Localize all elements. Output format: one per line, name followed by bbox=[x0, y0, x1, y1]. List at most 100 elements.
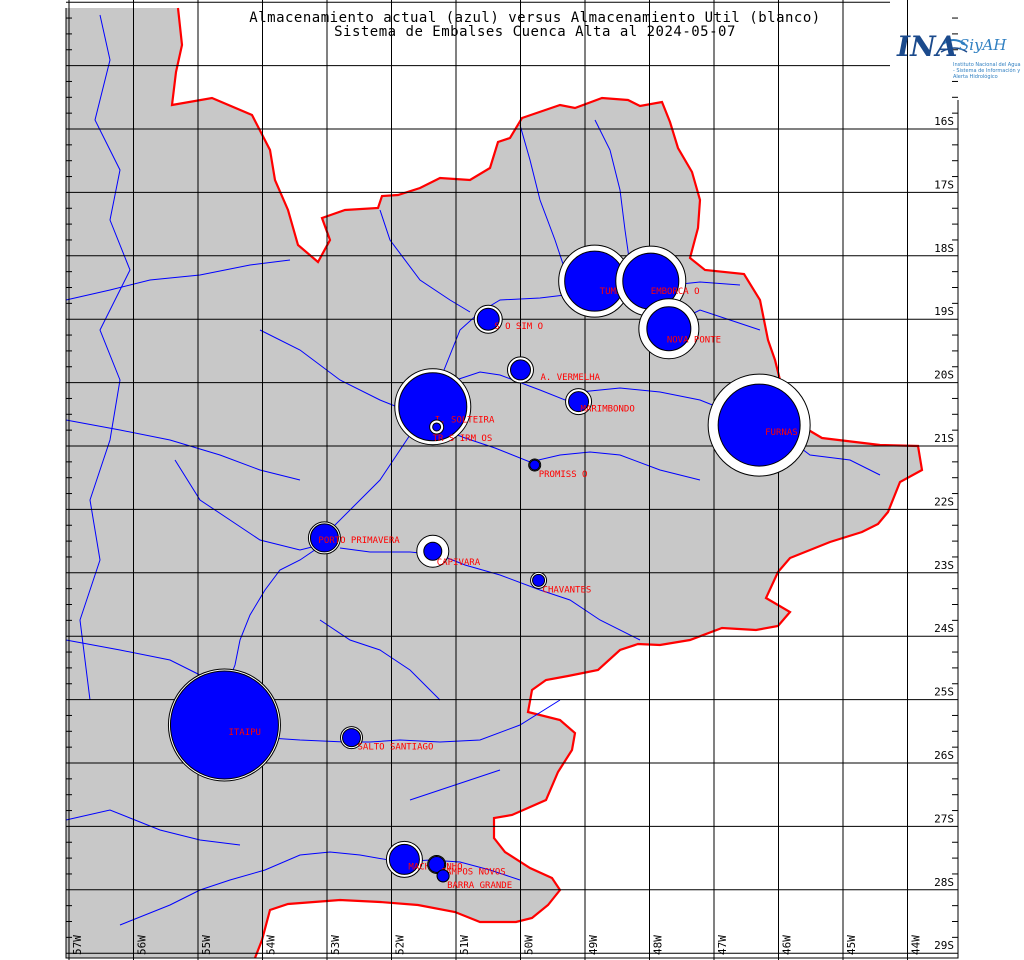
reservoir-marker[interactable]: CHAVANTES bbox=[530, 571, 592, 595]
reservoir-label: PROMISS O bbox=[539, 470, 588, 480]
reservoir-label: NOVA PONTE bbox=[667, 336, 721, 346]
reservoir-label: FURNAS bbox=[765, 428, 798, 438]
longitude-label: 49W bbox=[587, 935, 600, 955]
logo-siyah-text: SiyAH bbox=[959, 36, 1007, 54]
longitude-label: 46W bbox=[781, 935, 794, 955]
reservoir-label: SALTO SANTIAGO bbox=[358, 743, 434, 753]
reservoir-marker[interactable]: CAPIVARA bbox=[416, 534, 481, 568]
longitude-label: 53W bbox=[329, 935, 342, 955]
map-title-line2: Sistema de Embalses Cuenca Alta al 2024-… bbox=[334, 24, 736, 40]
coordinate-grid bbox=[65, 0, 959, 960]
latitude-label: 23S bbox=[934, 559, 954, 572]
reservoir-marker[interactable]: CAMPOS NOVOS bbox=[427, 854, 506, 877]
reservoir-label: S O SIM O bbox=[494, 322, 543, 332]
current-storage-circle bbox=[436, 869, 450, 883]
longitude-label: 57W bbox=[71, 935, 84, 955]
river-paraguai bbox=[79, 14, 131, 701]
current-storage-circle bbox=[646, 306, 692, 352]
longitude-label: 47W bbox=[716, 935, 729, 955]
reservoir-label: MARIMBONDO bbox=[581, 405, 635, 415]
longitude-label: 51W bbox=[458, 935, 471, 955]
current-storage-circle bbox=[529, 459, 541, 471]
land-area bbox=[66, 8, 922, 958]
current-storage-circle bbox=[532, 573, 546, 587]
river-parana bbox=[217, 419, 421, 721]
river-tiete bbox=[439, 427, 701, 481]
latitude-label: 16S bbox=[934, 115, 954, 128]
logo-subtitle: Instituto Nacional del Agua - Sistema de… bbox=[953, 62, 1021, 80]
river-west-2 bbox=[65, 419, 301, 481]
reservoir-marker[interactable]: TR S IRM OS bbox=[429, 419, 493, 444]
map-frame bbox=[65, 8, 959, 959]
reservoir-marker[interactable]: PROMISS O bbox=[528, 458, 588, 480]
reservoir-marker[interactable]: PORTO PRIMAVERA bbox=[307, 521, 400, 555]
reservoir-marker[interactable]: BARRA GRANDE bbox=[436, 869, 512, 891]
latitude-label: 27S bbox=[934, 812, 954, 825]
current-storage-circle bbox=[423, 541, 443, 561]
river-west-3 bbox=[174, 459, 321, 551]
reservoir-label: CHAVANTES bbox=[543, 585, 592, 595]
current-storage-circle bbox=[432, 422, 442, 432]
latitude-label: 28S bbox=[934, 876, 954, 889]
current-storage-circle bbox=[342, 728, 362, 748]
reservoir-marker[interactable]: NOVA PONTE bbox=[638, 298, 721, 360]
latitude-label: 22S bbox=[934, 495, 954, 508]
river-south-1 bbox=[409, 769, 501, 801]
latitude-label: 19S bbox=[934, 305, 954, 318]
reservoir-marker[interactable]: FURNAS bbox=[707, 373, 811, 477]
logo-swoosh bbox=[940, 39, 968, 53]
river-north-2 bbox=[519, 124, 566, 271]
reservoir-marker[interactable]: A. VERMELHA bbox=[507, 356, 601, 384]
longitude-label: 54W bbox=[265, 935, 278, 955]
river-north-1 bbox=[379, 209, 471, 313]
current-storage-circle bbox=[476, 307, 500, 331]
longitude-label: 50W bbox=[523, 935, 536, 955]
current-storage-circle bbox=[428, 855, 446, 873]
reservoir-marker[interactable]: I. SOLTEIRA bbox=[394, 368, 495, 446]
logo-ina-text: INA bbox=[897, 30, 958, 63]
river-west-1 bbox=[65, 259, 291, 301]
reservoir-label: BARRA GRANDE bbox=[447, 881, 512, 891]
reservoir-label: I. SOLTEIRA bbox=[435, 416, 495, 426]
river-mid-2 bbox=[319, 619, 441, 701]
reservoir-label: CAPIVARA bbox=[437, 558, 481, 568]
latitude-label: 29S bbox=[934, 939, 954, 952]
longitude-label: 56W bbox=[136, 935, 149, 955]
reservoir-label: TR S IRM OS bbox=[433, 434, 493, 444]
reservoir-label: A. VERMELHA bbox=[541, 373, 601, 383]
river-west-4 bbox=[65, 639, 211, 681]
longitude-label: 45W bbox=[845, 935, 858, 955]
rivers bbox=[65, 14, 881, 926]
latitude-label: 25S bbox=[934, 686, 954, 699]
river-grande bbox=[429, 371, 751, 421]
latitude-label: 20S bbox=[934, 369, 954, 382]
river-west-5 bbox=[65, 809, 241, 846]
longitude-labels: 57W 56W 55W 54W 53W 52W 51W 50W 49W 48W 47W 46W 45W 4… bbox=[71, 935, 923, 955]
longitude-label: 52W bbox=[394, 935, 407, 955]
reservoir-marker[interactable]: SALTO SANTIAGO bbox=[340, 726, 434, 753]
river-north-3 bbox=[594, 119, 631, 266]
current-storage-circle bbox=[510, 359, 531, 381]
river-iguacu bbox=[269, 699, 561, 743]
reservoir-marker[interactable]: S O SIM O bbox=[473, 304, 543, 334]
reservoir-label: PORTO PRIMAVERA bbox=[318, 536, 400, 546]
current-storage-circle bbox=[169, 670, 279, 780]
longitude-label: 48W bbox=[652, 935, 665, 955]
current-storage-circle bbox=[568, 391, 590, 413]
reservoir-marker[interactable]: ITAIPU bbox=[167, 668, 281, 782]
latitude-label: 18S bbox=[934, 242, 954, 255]
current-storage-circle bbox=[717, 383, 801, 467]
reservoir-marker[interactable]: MARIMBONDO bbox=[565, 388, 635, 416]
river-mid-1 bbox=[259, 329, 406, 411]
current-storage-circle bbox=[398, 372, 468, 442]
longitude-label: 55W bbox=[200, 935, 213, 955]
latitude-label: 17S bbox=[934, 178, 954, 191]
longitude-label: 44W bbox=[910, 935, 923, 955]
latitude-label: 21S bbox=[934, 432, 954, 445]
reservoir-label: EMBORCA O bbox=[651, 287, 700, 297]
reservoir-label: CAMPOS NOVOS bbox=[441, 867, 506, 877]
reservoir-label: ITAIPU bbox=[228, 728, 261, 738]
current-storage-circle bbox=[309, 523, 339, 553]
